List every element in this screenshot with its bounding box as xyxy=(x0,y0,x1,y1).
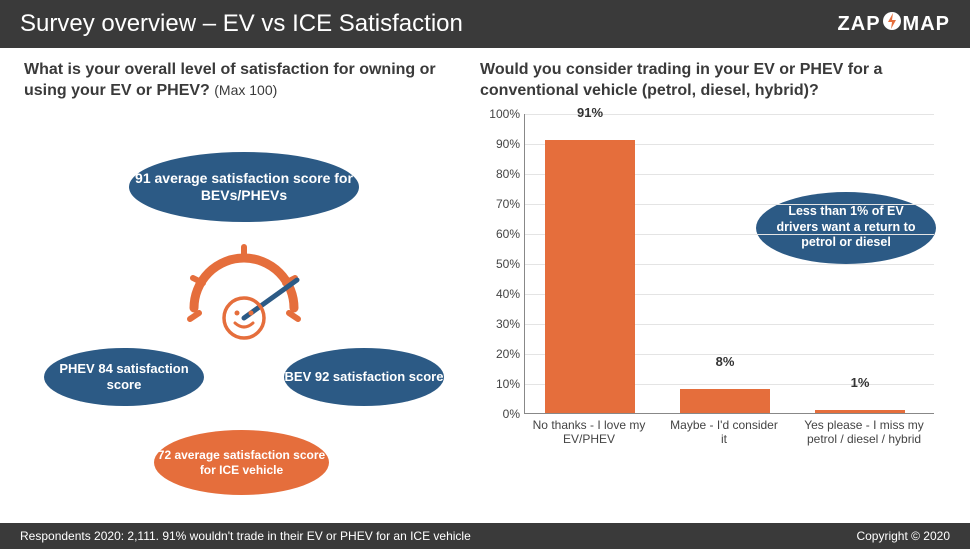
y-tick-label: 50% xyxy=(496,257,520,271)
y-tick-label: 40% xyxy=(496,287,520,301)
x-axis-labels: No thanks - I love my EV/PHEV Maybe - I'd… xyxy=(524,414,934,474)
page-title: Survey overview – EV vs ICE Satisfaction xyxy=(20,10,463,38)
x-tick-label: Maybe - I'd consider it xyxy=(669,418,779,447)
bar xyxy=(815,410,905,413)
y-tick-label: 100% xyxy=(489,107,520,121)
satisfaction-gauge-icon xyxy=(179,233,309,348)
footer-bar: Respondents 2020: 2,111. 91% wouldn't tr… xyxy=(0,523,970,549)
logo-text-right: MAP xyxy=(903,13,950,36)
bubble-avg-bev-phev: 91 average satisfaction score for BEVs/P… xyxy=(129,152,359,222)
y-tick-label: 90% xyxy=(496,137,520,151)
header-bar: Survey overview – EV vs ICE Satisfaction… xyxy=(0,0,970,48)
y-tick-label: 70% xyxy=(496,197,520,211)
bubble-bev-score: BEV 92 satisfaction score xyxy=(284,348,444,406)
right-panel: Would you consider trading in your EV or… xyxy=(480,60,946,523)
x-tick-label: Yes please - I miss my petrol / diesel /… xyxy=(799,418,929,447)
bar-chart: Less than 1% of EV drivers want a return… xyxy=(480,114,940,484)
y-tick-label: 20% xyxy=(496,347,520,361)
bar xyxy=(545,140,635,413)
right-question: Would you consider trading in your EV or… xyxy=(480,60,946,102)
y-axis: 0%10%20%30%40%50%60%70%80%90%100% xyxy=(480,114,524,414)
bar-value-label: 91% xyxy=(545,105,635,120)
brand-logo: ZAP MAP xyxy=(838,10,950,38)
bubble-phev-score: PHEV 84 satisfaction score xyxy=(44,348,204,406)
left-question-sub: (Max 100) xyxy=(214,82,277,98)
logo-text-left: ZAP xyxy=(838,13,881,36)
x-tick-label: No thanks - I love my EV/PHEV xyxy=(529,418,649,447)
lightning-icon xyxy=(883,10,901,38)
y-tick-label: 30% xyxy=(496,317,520,331)
bar xyxy=(680,389,770,413)
left-panel: What is your overall level of satisfacti… xyxy=(24,60,464,523)
y-tick-label: 80% xyxy=(496,167,520,181)
content-area: What is your overall level of satisfacti… xyxy=(0,48,970,523)
y-tick-label: 10% xyxy=(496,377,520,391)
footer-copyright: Copyright © 2020 xyxy=(856,529,950,543)
footer-note: Respondents 2020: 2,111. 91% wouldn't tr… xyxy=(20,529,471,543)
y-tick-label: 0% xyxy=(503,407,520,421)
plot-area: 91%8%1% xyxy=(524,114,934,414)
y-tick-label: 60% xyxy=(496,227,520,241)
bubble-ice-score: 72 average satisfaction score for ICE ve… xyxy=(154,430,329,495)
bar-value-label: 1% xyxy=(815,375,905,390)
left-question: What is your overall level of satisfacti… xyxy=(24,60,464,102)
bar-value-label: 8% xyxy=(680,354,770,369)
